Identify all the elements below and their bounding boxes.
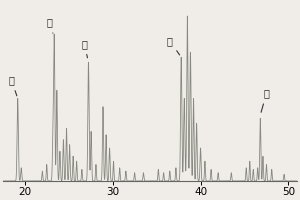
Text: 钾: 钾 bbox=[167, 36, 180, 55]
Text: 铝: 铝 bbox=[82, 39, 88, 58]
Text: 钠: 钠 bbox=[9, 75, 17, 96]
Text: 镁: 镁 bbox=[46, 18, 53, 33]
Text: 钙: 钙 bbox=[261, 88, 269, 112]
